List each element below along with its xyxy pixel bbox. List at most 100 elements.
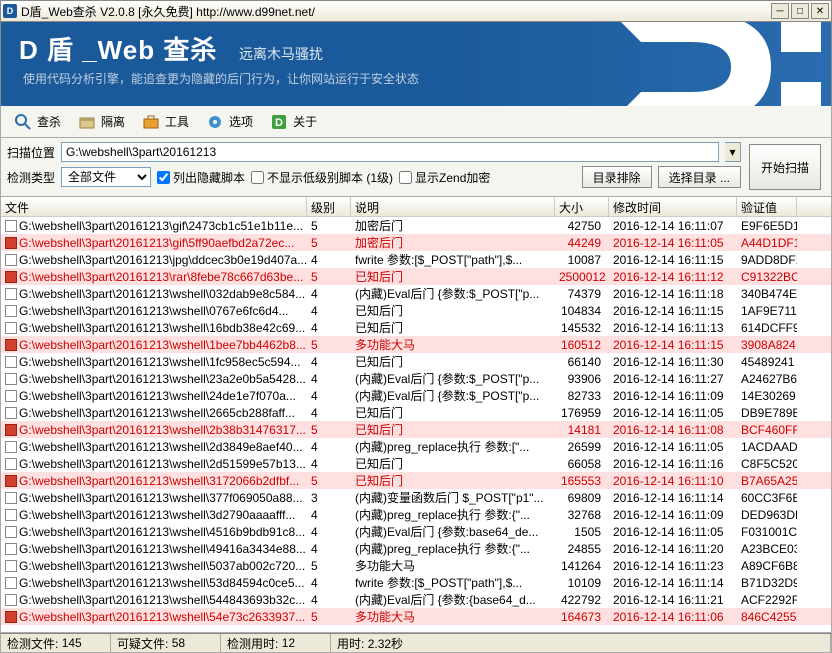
start-scan-button[interactable]: 开始扫描 <box>749 144 821 190</box>
tools-label: 工具 <box>165 113 189 130</box>
file-icon <box>5 373 17 385</box>
file-icon <box>5 560 17 572</box>
scan-label: 查杀 <box>37 113 61 130</box>
table-row[interactable]: G:\webshell\3part\20161213\wshell\0767e6… <box>1 302 831 319</box>
lowlevel-checkbox[interactable]: 不显示低级别脚本 (1级) <box>251 169 393 186</box>
file-icon <box>5 339 17 351</box>
file-icon <box>5 441 17 453</box>
results-table: 文件 级别 说明 大小 修改时间 验证值 G:\webshell\3part\2… <box>0 197 832 633</box>
table-row[interactable]: G:\webshell\3part\20161213\wshell\1bee7b… <box>1 336 831 353</box>
select-dir-button[interactable]: 选择目录 ... <box>658 166 741 188</box>
quarantine-label: 隔离 <box>101 113 125 130</box>
file-icon <box>5 407 17 419</box>
banner-desc: 使用代码分析引擎，能追查更为隐藏的后门行为，让你网站运行于安全状态 <box>23 70 419 87</box>
col-file[interactable]: 文件 <box>1 197 307 216</box>
table-row[interactable]: G:\webshell\3part\20161213\wshell\49416a… <box>1 540 831 557</box>
col-size[interactable]: 大小 <box>555 197 609 216</box>
path-input[interactable] <box>61 142 719 162</box>
zend-checkbox[interactable]: 显示Zend加密 <box>399 169 490 186</box>
detected-label: 检测文件: <box>7 635 58 652</box>
table-row[interactable]: G:\webshell\3part\20161213\wshell\3d2790… <box>1 506 831 523</box>
col-level[interactable]: 级别 <box>307 197 351 216</box>
time-label: 检测用时: <box>227 635 278 652</box>
col-mtime[interactable]: 修改时间 <box>609 197 737 216</box>
file-icon <box>5 288 17 300</box>
table-body[interactable]: G:\webshell\3part\20161213\gif\2473cb1c5… <box>1 217 831 632</box>
time-value: 12 <box>282 636 295 650</box>
table-row[interactable]: G:\webshell\3part\20161213\wshell\23a2e0… <box>1 370 831 387</box>
hidden-checkbox[interactable]: 列出隐藏脚本 <box>157 169 245 186</box>
col-desc[interactable]: 说明 <box>351 197 555 216</box>
banner-subtitle: 远离木马骚扰 <box>239 44 323 64</box>
exclude-button[interactable]: 目录排除 <box>582 166 652 188</box>
table-row[interactable]: G:\webshell\3part\20161213\wshell\2d3849… <box>1 438 831 455</box>
file-icon <box>5 390 17 402</box>
file-icon <box>5 322 17 334</box>
logo-graphic <box>571 22 831 106</box>
table-row[interactable]: G:\webshell\3part\20161213\wshell\1fc958… <box>1 353 831 370</box>
file-icon <box>5 594 17 606</box>
maximize-button[interactable]: □ <box>791 3 809 19</box>
file-icon <box>5 237 17 249</box>
suspect-value: 58 <box>172 636 185 650</box>
file-icon <box>5 271 17 283</box>
scan-button[interactable]: 查杀 <box>5 110 69 134</box>
toolbar: 查杀 隔离 工具 选项 D 关于 <box>0 106 832 138</box>
dropdown-icon[interactable]: ▾ <box>725 142 741 162</box>
about-label: 关于 <box>293 113 317 130</box>
elapsed-label: 用时: <box>337 635 364 652</box>
table-row[interactable]: G:\webshell\3part\20161213\wshell\377f06… <box>1 489 831 506</box>
table-row[interactable]: G:\webshell\3part\20161213\jpg\ddcec3b0e… <box>1 251 831 268</box>
titlebar: D D盾_Web查杀 V2.0.8 [永久免费] http://www.d99n… <box>0 0 832 22</box>
about-button[interactable]: D 关于 <box>261 110 325 134</box>
file-icon <box>5 254 17 266</box>
suspect-label: 可疑文件: <box>117 635 168 652</box>
banner-title: D 盾 _Web 查杀 <box>19 30 217 67</box>
table-row[interactable]: G:\webshell\3part\20161213\wshell\544843… <box>1 591 831 608</box>
window-title: D盾_Web查杀 V2.0.8 [永久免费] http://www.d99net… <box>21 3 771 20</box>
minimize-button[interactable]: ─ <box>771 3 789 19</box>
controls-panel: 扫描位置 ▾ 检测类型 全部文件 列出隐藏脚本 不显示低级别脚本 (1级) 显示… <box>0 138 832 197</box>
file-icon <box>5 458 17 470</box>
options-button[interactable]: 选项 <box>197 110 261 134</box>
table-row[interactable]: G:\webshell\3part\20161213\wshell\317206… <box>1 472 831 489</box>
file-icon <box>5 509 17 521</box>
table-row[interactable]: G:\webshell\3part\20161213\wshell\4516b9… <box>1 523 831 540</box>
table-row[interactable]: G:\webshell\3part\20161213\wshell\2d5159… <box>1 455 831 472</box>
table-row[interactable]: G:\webshell\3part\20161213\wshell\16bdb3… <box>1 319 831 336</box>
table-row[interactable]: G:\webshell\3part\20161213\gif\5ff90aefb… <box>1 234 831 251</box>
table-row[interactable]: G:\webshell\3part\20161213\wshell\032dab… <box>1 285 831 302</box>
file-icon <box>5 611 17 623</box>
file-icon <box>5 220 17 232</box>
app-icon: D <box>3 4 17 18</box>
path-label: 扫描位置 <box>7 144 55 161</box>
table-row[interactable]: G:\webshell\3part\20161213\wshell\54e73c… <box>1 608 831 625</box>
file-icon <box>5 577 17 589</box>
detected-value: 145 <box>62 636 82 650</box>
table-row[interactable]: G:\webshell\3part\20161213\wshell\2665cb… <box>1 404 831 421</box>
file-icon <box>5 424 17 436</box>
about-icon: D <box>269 112 289 132</box>
options-label: 选项 <box>229 113 253 130</box>
statusbar: 检测文件: 145 可疑文件: 58 检测用时: 12 用时: 2.32秒 <box>0 633 832 653</box>
table-row[interactable]: G:\webshell\3part\20161213\gif\2473cb1c5… <box>1 217 831 234</box>
file-icon <box>5 492 17 504</box>
briefcase-icon <box>141 112 161 132</box>
file-icon <box>5 543 17 555</box>
magnifier-icon <box>13 112 33 132</box>
type-select[interactable]: 全部文件 <box>61 167 151 187</box>
table-row[interactable]: G:\webshell\3part\20161213\wshell\24de1e… <box>1 387 831 404</box>
close-button[interactable]: ✕ <box>811 3 829 19</box>
table-row[interactable]: G:\webshell\3part\20161213\wshell\5037ab… <box>1 557 831 574</box>
type-label: 检测类型 <box>7 169 55 186</box>
tools-button[interactable]: 工具 <box>133 110 197 134</box>
table-row[interactable]: G:\webshell\3part\20161213\wshell\2b38b3… <box>1 421 831 438</box>
box-icon <box>77 112 97 132</box>
file-icon <box>5 526 17 538</box>
table-row[interactable]: G:\webshell\3part\20161213\wshell\53d845… <box>1 574 831 591</box>
svg-text:D: D <box>275 117 283 129</box>
file-icon <box>5 305 17 317</box>
quarantine-button[interactable]: 隔离 <box>69 110 133 134</box>
table-row[interactable]: G:\webshell\3part\20161213\rar\8febe78c6… <box>1 268 831 285</box>
col-hash[interactable]: 验证值 <box>737 197 797 216</box>
